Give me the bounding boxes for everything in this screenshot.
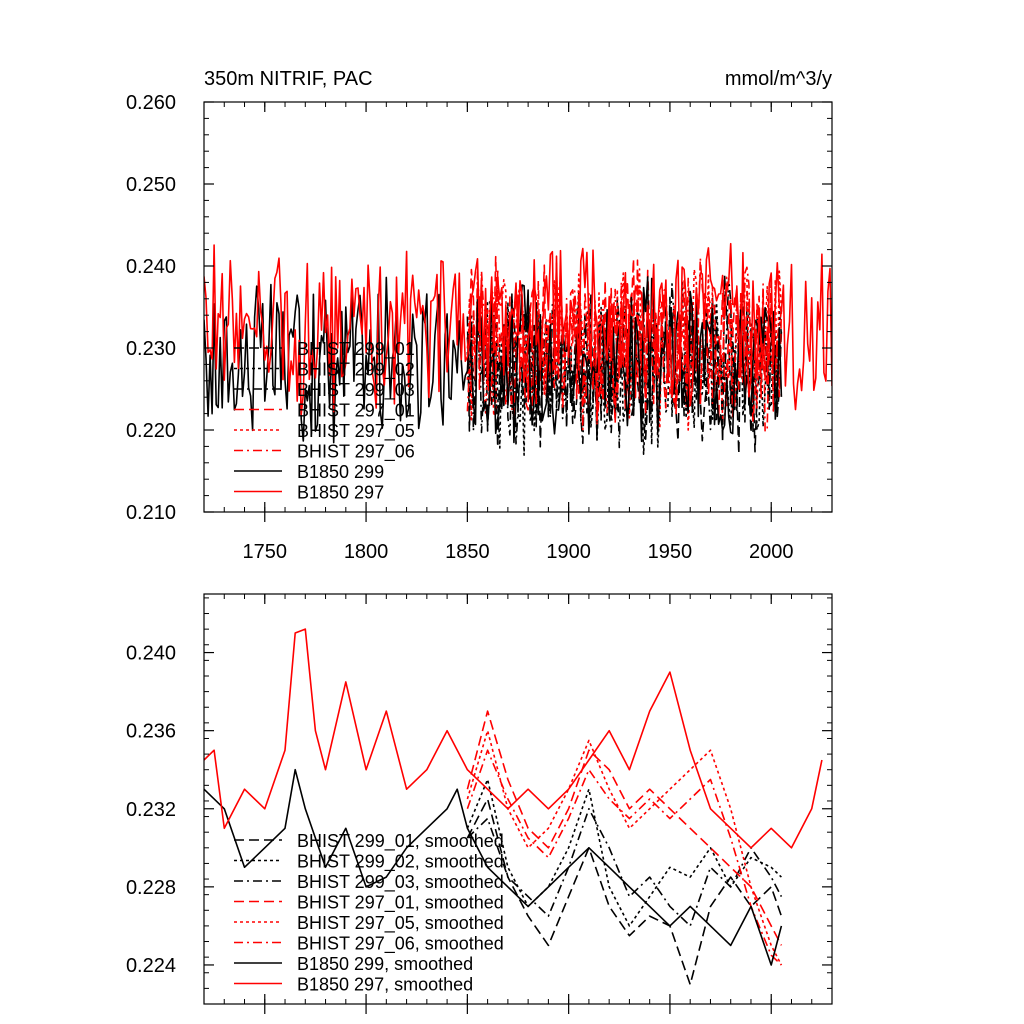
legend-label: BHIST 297_05, smoothed	[297, 913, 504, 934]
plot-frame	[203, 101, 833, 513]
x-tick-label: 1800	[344, 541, 389, 563]
series-line-2	[466, 807, 783, 927]
x-tick-label: 2000	[749, 541, 794, 563]
x-tick-label: 1850	[445, 541, 490, 563]
legend-label: BHIST 299_03	[297, 380, 415, 401]
series-line-3	[466, 710, 783, 946]
legend-label: B1850 299, smoothed	[297, 954, 473, 974]
top-chart-panel: 0.210 0.220 0.230 0.240 0.250 0.260 1750 1800 18…	[126, 92, 833, 563]
series-line-5	[466, 749, 782, 966]
x-tick-label: 1900	[546, 541, 591, 563]
legend-label: B1850 297	[297, 483, 384, 503]
legend-label: B1850 297, smoothed	[297, 975, 473, 995]
legend-label: BHIST 297_06	[297, 442, 415, 463]
legend-label: BHIST 299_03, smoothed	[297, 872, 504, 893]
y-tick-label: 0.220	[126, 420, 176, 442]
series-line-6	[204, 768, 783, 966]
legend-label: B1850 299	[297, 462, 384, 482]
y-tick-label: 0.210	[126, 502, 176, 524]
y-tick-label: 0.236	[126, 721, 176, 743]
units-label: mmol/m^3/y	[725, 68, 832, 90]
series-line-1	[466, 778, 782, 927]
legend-label: BHIST 297_06, smoothed	[297, 934, 504, 955]
series-line-1	[466, 280, 783, 456]
series-line-7	[204, 628, 823, 849]
legend-label: BHIST 297_01, smoothed	[297, 893, 504, 914]
legend-label: BHIST 299_02, smoothed	[297, 852, 504, 873]
legend-label: BHIST 299_01, smoothed	[297, 831, 504, 852]
series-line-5	[466, 257, 783, 433]
y-tick-label: 0.240	[126, 643, 176, 665]
series-line-0	[466, 798, 783, 986]
y-tick-label: 0.224	[126, 955, 176, 977]
plot-frame	[203, 593, 833, 1005]
legend-label: BHIST 297_01	[297, 401, 415, 422]
x-tick-label: 1950	[648, 541, 693, 563]
y-tick-label: 0.232	[126, 799, 176, 821]
y-tick-label: 0.240	[126, 256, 176, 278]
y-tick-label: 0.260	[126, 92, 176, 114]
legend-label: BHIST 297_05	[297, 421, 415, 442]
y-tick-label: 0.228	[126, 877, 176, 899]
series-line-7	[204, 242, 832, 416]
y-tick-label: 0.250	[126, 174, 176, 196]
bottom-chart-panel: 0.224 0.228 0.232 0.236 0.240 BHIST 299_01, s…	[126, 593, 833, 1014]
chart-title: 350m NITRIF, PAC	[204, 68, 373, 90]
y-tick-label: 0.230	[126, 338, 176, 360]
x-tick-label: 1750	[243, 541, 288, 563]
legend-label: BHIST 299_02	[297, 360, 415, 381]
legend-label: BHIST 299_01	[297, 339, 415, 360]
